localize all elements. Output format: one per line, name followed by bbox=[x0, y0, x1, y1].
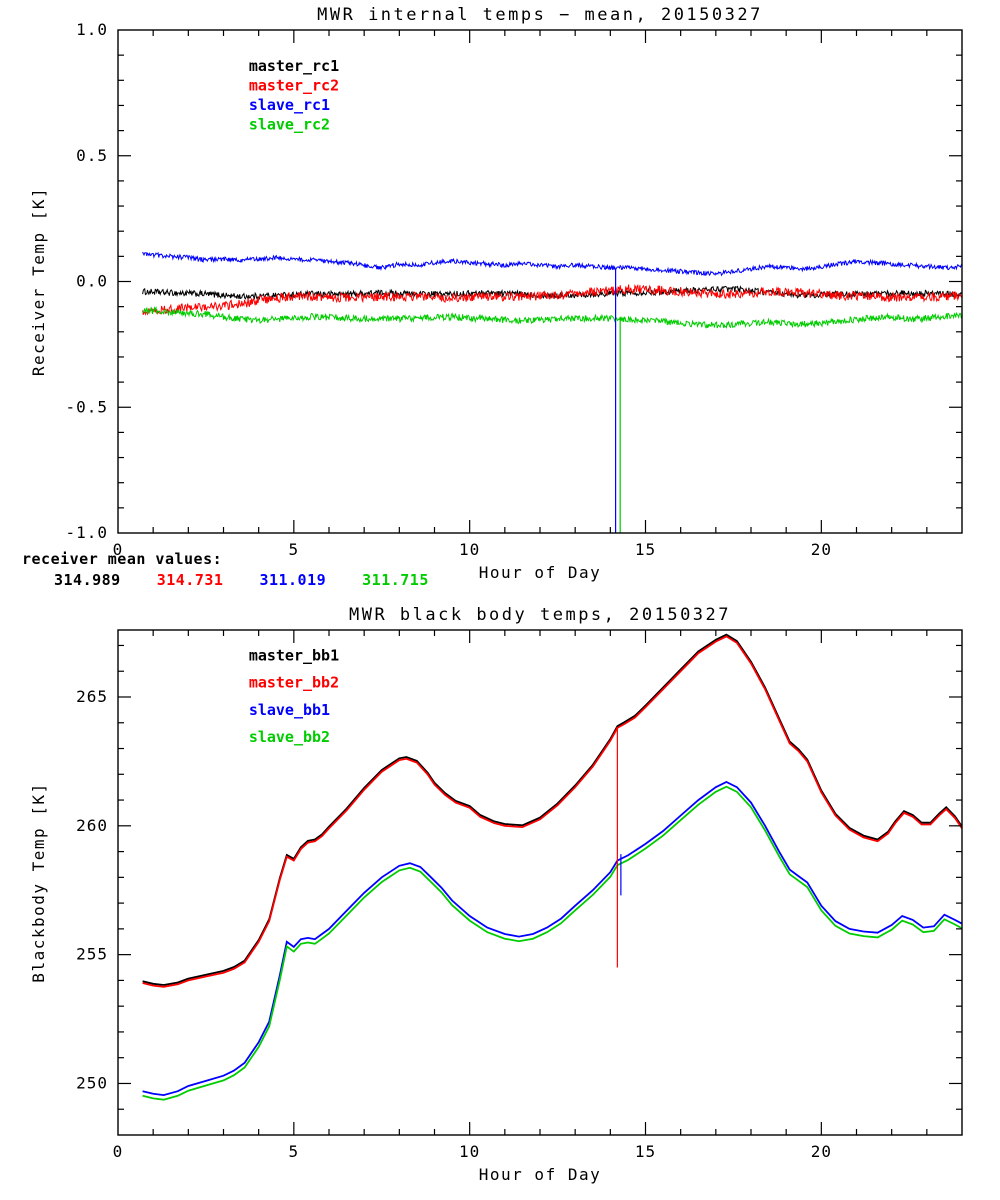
y-tick-label: 0.0 bbox=[76, 272, 108, 291]
y-tick-label: 255 bbox=[76, 945, 108, 964]
axis-frame bbox=[117, 29, 963, 534]
blackbody-temp-chart: 0 5 10 15 20 250 255 260 265 MWR black body temps… bbox=[29, 605, 963, 1184]
legend-slave_rc2: slave_rc2 bbox=[249, 115, 330, 133]
legend-master_bb2: master_bb2 bbox=[249, 674, 339, 692]
y-axis-label: Blackbody Temp [K] bbox=[29, 782, 48, 982]
x-tick-label: 20 bbox=[811, 1142, 832, 1161]
legend-slave_rc1: slave_rc1 bbox=[249, 96, 330, 114]
y-axis-label: Receiver Temp [K] bbox=[29, 187, 48, 376]
x-tick-label: 0 bbox=[113, 540, 124, 559]
x-tick-label: 5 bbox=[289, 1142, 300, 1161]
x-tick-label: 15 bbox=[635, 540, 656, 559]
series-slave_bb2 bbox=[142, 785, 962, 1101]
x-axis-label: Hour of Day bbox=[479, 1165, 601, 1184]
receiver-mean-value: 311.715 bbox=[362, 571, 429, 589]
receiver-mean-value: 314.989 bbox=[54, 571, 121, 589]
y-tick-label: 260 bbox=[76, 816, 108, 835]
axis-frame bbox=[117, 629, 963, 1136]
y-tick-label: 250 bbox=[76, 1073, 108, 1092]
receiver-mean-values: receiver mean values: 314.989 314.731 311.… bbox=[22, 549, 465, 591]
legend-master_rc1: master_rc1 bbox=[249, 57, 339, 75]
y-tick-label: 265 bbox=[76, 687, 108, 706]
y-tick-label: 0.5 bbox=[76, 146, 108, 165]
series-slave_bb1 bbox=[142, 780, 962, 1097]
receiver-mean-values-list: 314.989 314.731 311.019 311.715 bbox=[22, 570, 465, 591]
receiver-temp-chart: 0 5 10 15 20 -1.0 -0.5 0.0 0.5 1.0 MWR internal te… bbox=[29, 5, 963, 582]
receiver-mean-value: 311.019 bbox=[259, 571, 327, 589]
receiver-mean-label: receiver mean values: bbox=[22, 550, 223, 568]
x-tick-label: 15 bbox=[635, 1142, 656, 1161]
legend-slave_bb2: slave_bb2 bbox=[249, 728, 330, 746]
series-slave_rc2 bbox=[142, 306, 962, 329]
series-master_rc2 bbox=[142, 284, 962, 316]
y-tick-label: 1.0 bbox=[76, 20, 108, 39]
series-slave_rc1 bbox=[142, 251, 962, 277]
x-tick-label: 10 bbox=[459, 1142, 480, 1161]
legend-master_bb1: master_bb1 bbox=[249, 646, 339, 664]
y-tick-label: -1.0 bbox=[65, 523, 108, 542]
x-axis-label: Hour of Day bbox=[479, 563, 601, 582]
legend-slave_bb1: slave_bb1 bbox=[249, 701, 330, 719]
chart-title: MWR internal temps − mean, 20150327 bbox=[317, 5, 763, 25]
chart-title: MWR black body temps, 20150327 bbox=[349, 605, 731, 625]
x-tick-label: 5 bbox=[289, 540, 300, 559]
receiver-mean-value: 314.731 bbox=[156, 571, 224, 589]
y-tick-label: -0.5 bbox=[65, 397, 108, 416]
x-tick-label: 10 bbox=[459, 540, 480, 559]
x-tick-label: 20 bbox=[811, 540, 832, 559]
legend-master_rc2: master_rc2 bbox=[249, 77, 339, 95]
series-master_bb2 bbox=[142, 635, 962, 988]
x-tick-label: 0 bbox=[113, 1142, 124, 1161]
